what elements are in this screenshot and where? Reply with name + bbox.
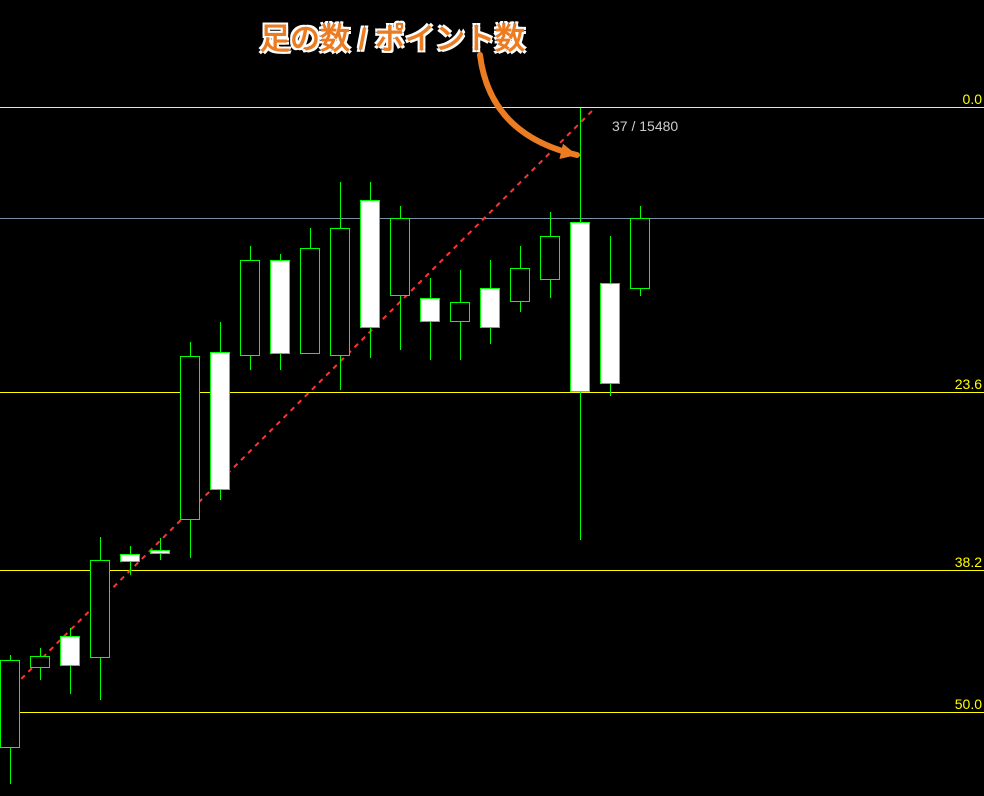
candlestick-chart[interactable]: 0.023.638.250.037 / 15480足の数 / ポイント数 [0,0,984,796]
annotation-arrow-icon [0,0,984,796]
